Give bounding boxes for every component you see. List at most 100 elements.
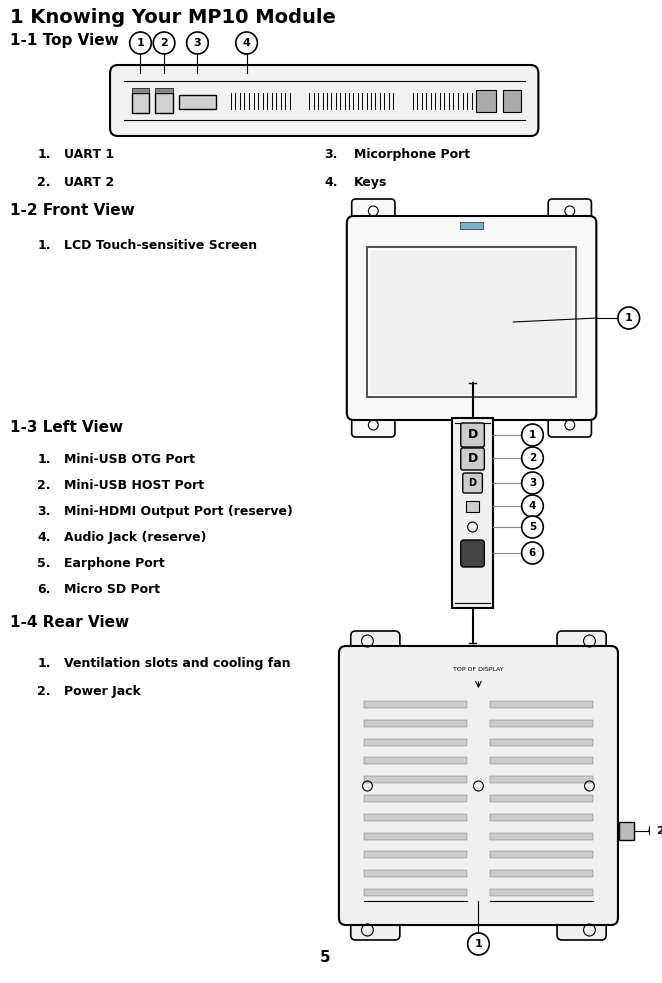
Text: 1 Knowing Your MP10 Module: 1 Knowing Your MP10 Module [10, 8, 336, 27]
Circle shape [522, 472, 544, 494]
Text: 3.: 3. [324, 148, 338, 161]
Circle shape [236, 32, 258, 54]
Bar [491, 870, 593, 877]
Text: TOP OF DISPLAY: TOP OF DISPLAY [453, 667, 504, 672]
Bar [363, 701, 467, 708]
FancyBboxPatch shape [110, 65, 538, 136]
Bar [179, 94, 216, 108]
Text: 6.: 6. [37, 583, 51, 596]
Text: Micro SD Port: Micro SD Port [64, 583, 160, 596]
Circle shape [522, 424, 544, 446]
Bar [491, 833, 593, 839]
Text: 2: 2 [656, 826, 662, 836]
Text: Mini-USB HOST Port: Mini-USB HOST Port [64, 479, 204, 492]
Text: 1: 1 [625, 313, 633, 323]
Bar [491, 757, 593, 765]
Text: 1.: 1. [37, 453, 51, 466]
Bar [363, 870, 467, 877]
FancyBboxPatch shape [351, 908, 400, 940]
Bar [132, 92, 150, 112]
Bar [363, 777, 467, 783]
Text: 1.: 1. [37, 148, 51, 161]
Text: 3: 3 [529, 478, 536, 488]
Bar [367, 247, 576, 397]
Text: Keys: Keys [354, 176, 387, 189]
Text: 2.: 2. [37, 176, 51, 189]
Text: Earphone Port: Earphone Port [64, 557, 165, 570]
Circle shape [467, 933, 489, 955]
FancyBboxPatch shape [557, 631, 606, 663]
Bar [491, 795, 593, 802]
Circle shape [649, 820, 662, 841]
Text: LCD Touch-sensitive Screen: LCD Touch-sensitive Screen [64, 239, 257, 252]
Bar [155, 87, 173, 92]
Bar [491, 851, 593, 858]
Circle shape [187, 32, 209, 54]
Text: Micorphone Port: Micorphone Port [354, 148, 470, 161]
Text: 2.: 2. [37, 479, 51, 492]
Bar [460, 222, 483, 229]
Text: 5: 5 [320, 950, 330, 965]
Text: D: D [469, 478, 477, 488]
FancyBboxPatch shape [557, 908, 606, 940]
Text: 2.: 2. [37, 685, 51, 698]
Bar [363, 738, 467, 745]
FancyBboxPatch shape [463, 473, 483, 493]
Bar [452, 418, 493, 608]
Text: 1: 1 [529, 430, 536, 440]
Text: 3.: 3. [37, 505, 51, 518]
Text: 1: 1 [475, 939, 483, 949]
Bar [363, 889, 467, 896]
Circle shape [522, 495, 544, 517]
Bar [363, 814, 467, 821]
Bar [363, 720, 467, 726]
Bar [619, 822, 634, 839]
Text: 5.: 5. [37, 557, 51, 570]
Circle shape [522, 447, 544, 469]
Circle shape [522, 516, 544, 538]
Bar [491, 777, 593, 783]
Text: 1-2 Front View: 1-2 Front View [10, 203, 134, 218]
Bar [363, 833, 467, 839]
Text: 4.: 4. [324, 176, 338, 189]
Text: Mini-USB OTG Port: Mini-USB OTG Port [64, 453, 195, 466]
Bar [132, 87, 150, 92]
FancyBboxPatch shape [461, 448, 485, 470]
FancyBboxPatch shape [548, 199, 591, 232]
Text: Audio Jack (reserve): Audio Jack (reserve) [64, 531, 207, 544]
Text: Power Jack: Power Jack [64, 685, 141, 698]
FancyBboxPatch shape [461, 423, 485, 447]
Bar [363, 757, 467, 765]
FancyBboxPatch shape [351, 631, 400, 663]
Text: 4: 4 [243, 38, 250, 48]
Circle shape [130, 32, 152, 54]
Bar [491, 889, 593, 896]
Bar [465, 501, 479, 512]
FancyBboxPatch shape [352, 199, 395, 232]
Text: 1.: 1. [37, 657, 51, 670]
Bar [370, 250, 573, 394]
Bar [491, 814, 593, 821]
Text: UART 1: UART 1 [64, 148, 114, 161]
Bar [491, 720, 593, 726]
Text: 2: 2 [529, 453, 536, 463]
Text: 1: 1 [136, 38, 144, 48]
Text: D: D [467, 451, 478, 465]
Bar [503, 89, 521, 111]
Text: Ventilation slots and cooling fan: Ventilation slots and cooling fan [64, 657, 291, 670]
Bar [477, 89, 496, 111]
Text: 1-4 Rear View: 1-4 Rear View [10, 615, 129, 630]
Text: 6: 6 [529, 548, 536, 558]
Text: Mini-HDMI Output Port (reserve): Mini-HDMI Output Port (reserve) [64, 505, 293, 518]
Text: 4: 4 [529, 501, 536, 511]
Text: D: D [467, 429, 478, 441]
Circle shape [154, 32, 175, 54]
FancyBboxPatch shape [352, 404, 395, 437]
Circle shape [618, 307, 639, 329]
FancyBboxPatch shape [548, 404, 591, 437]
Circle shape [522, 542, 544, 564]
Text: 4.: 4. [37, 531, 51, 544]
Text: 1-1 Top View: 1-1 Top View [10, 33, 118, 48]
Text: 1.: 1. [37, 239, 51, 252]
Bar [155, 92, 173, 112]
